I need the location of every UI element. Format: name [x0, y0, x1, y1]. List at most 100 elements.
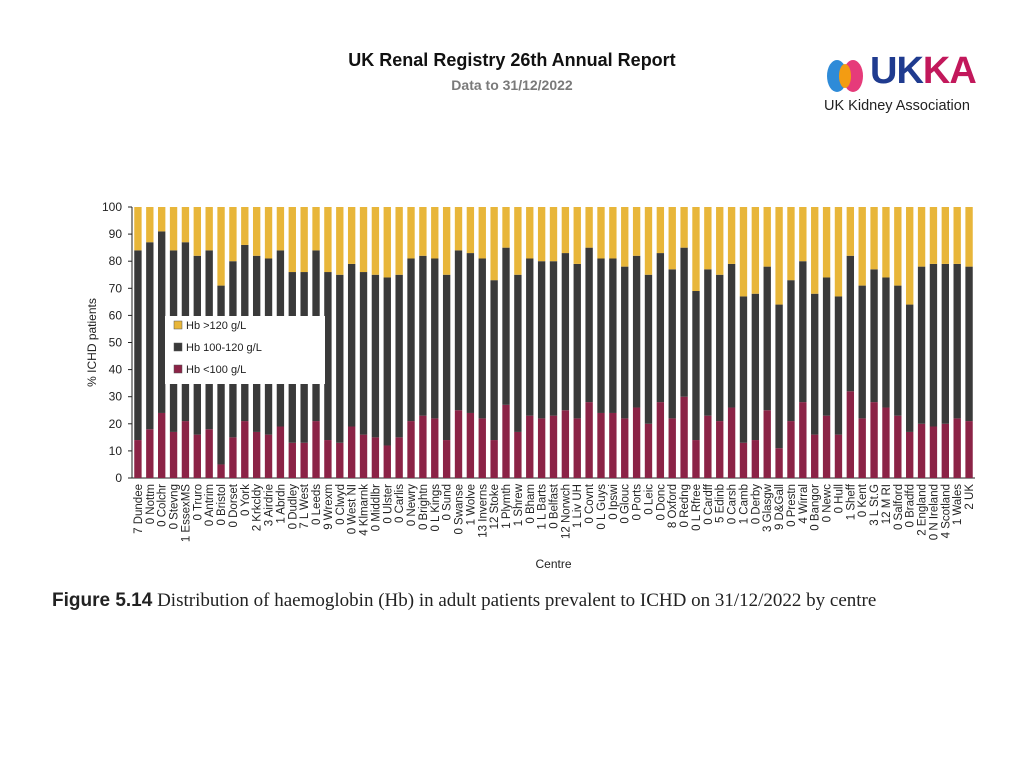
- y-axis-title: % ICHD patients: [85, 298, 99, 387]
- bar-segment-hb-100-120: [395, 274, 403, 438]
- bar-segment-hb-above-120: [336, 207, 344, 275]
- bar-segment-hb-below-100: [941, 423, 949, 478]
- bar-segment-hb-below-100: [276, 426, 285, 478]
- kidney-icon: [827, 60, 863, 92]
- bar-segment-hb-above-120: [217, 207, 225, 286]
- bar-segment-hb-above-120: [597, 207, 605, 259]
- bar-segment-hb-above-120: [787, 207, 795, 281]
- x-tick-label: 0 Dudley: [287, 484, 299, 530]
- bar-segment-hb-100-120: [502, 247, 510, 405]
- x-tick-label: 1 Wolve: [465, 484, 477, 525]
- bar-segment-hb-above-120: [585, 207, 593, 248]
- bar-segment-hb-above-120: [941, 207, 949, 264]
- bar-segment-hb-100-120: [478, 258, 486, 419]
- x-tick-label: 3 Airdrie: [264, 484, 276, 526]
- x-tick-label: 12 Norwch: [560, 484, 572, 539]
- x-tick-label: 0 L Guys: [596, 484, 608, 530]
- x-tick-label: 0 L Rfree: [691, 484, 703, 531]
- x-tick-label: 0 Swanse: [454, 484, 466, 535]
- bar-segment-hb-above-120: [668, 207, 676, 270]
- x-tick-label: 0 Bristol: [216, 484, 228, 526]
- bar-segment-hb-below-100: [716, 421, 724, 478]
- bar-segment-hb-below-100: [241, 421, 249, 478]
- x-tick-label: 0 Ports: [632, 484, 644, 521]
- bar-segment-hb-above-120: [252, 207, 261, 256]
- bar-segment-hb-above-120: [692, 207, 700, 292]
- legend-swatch: [173, 320, 183, 330]
- x-tick-label: 0 Truro: [192, 484, 204, 520]
- bar-segment-hb-100-120: [347, 263, 356, 427]
- x-tick-label: 0 Bham: [525, 484, 537, 524]
- bar-segment-hb-above-120: [169, 207, 178, 251]
- bar-segment-hb-100-120: [870, 269, 878, 403]
- bar-segment-hb-above-120: [917, 207, 926, 267]
- bar-segment-hb-100-120: [906, 304, 914, 432]
- y-tick-label: 0: [115, 471, 122, 485]
- bar-segment-hb-below-100: [644, 423, 653, 478]
- bar-segment-hb-above-120: [965, 207, 973, 267]
- x-tick-label: 9 D&Gall: [774, 484, 786, 530]
- bar-segment-hb-below-100: [395, 437, 403, 478]
- bar-segment-hb-100-120: [882, 277, 890, 408]
- bar-segment-hb-above-120: [514, 207, 522, 275]
- bar-segment-hb-above-120: [181, 207, 190, 243]
- x-tick-label: 0 Glouc: [620, 484, 632, 524]
- bar-segment-hb-below-100: [727, 407, 736, 478]
- bar-segment-hb-above-120: [739, 207, 748, 297]
- x-axis-title: Centre: [535, 557, 571, 571]
- x-tick-label: 0 Newry: [406, 484, 418, 526]
- y-tick-label: 20: [109, 417, 123, 431]
- bar-segment-hb-above-120: [549, 207, 558, 262]
- x-tick-label: 0 L Kings: [430, 484, 442, 532]
- bar-segment-hb-above-120: [656, 207, 665, 254]
- bar-segment-hb-below-100: [799, 402, 807, 478]
- bar-segment-hb-above-120: [632, 207, 641, 256]
- x-tick-label: 0 West NI: [347, 484, 359, 534]
- bar-segment-hb-below-100: [882, 407, 890, 478]
- bar-segment-hb-below-100: [692, 440, 700, 478]
- bar-segment-hb-above-120: [312, 207, 320, 251]
- bar-segment-hb-100-120: [454, 250, 463, 411]
- bar-segment-hb-100-120: [537, 261, 546, 419]
- bar-segment-hb-below-100: [181, 421, 190, 478]
- bar-segment-hb-100-120: [526, 258, 534, 416]
- bar-segment-hb-below-100: [751, 440, 760, 478]
- bar-segment-hb-above-120: [300, 207, 308, 273]
- bar-segment-hb-above-120: [324, 207, 332, 273]
- bar-segment-hb-100-120: [371, 274, 380, 438]
- bar-segment-hb-100-120: [787, 280, 795, 422]
- bar-segment-hb-100-120: [716, 274, 724, 422]
- x-tick-label: 0 Carsh: [727, 484, 739, 524]
- x-tick-label: 0 Belfast: [549, 483, 561, 529]
- bar-segment-hb-below-100: [811, 434, 819, 478]
- bar-segment-hb-100-120: [822, 277, 831, 416]
- bar-segment-hb-above-120: [158, 207, 166, 232]
- bar-segment-hb-100-120: [609, 258, 617, 413]
- x-tick-label: 1 Camb: [738, 484, 750, 524]
- bar-segment-hb-100-120: [158, 231, 166, 413]
- bar-segment-hb-below-100: [347, 426, 356, 478]
- bar-segment-hb-below-100: [704, 415, 712, 478]
- bar-segment-hb-below-100: [929, 426, 938, 478]
- bar-segment-hb-below-100: [169, 431, 178, 478]
- legend-label: Hb >120 g/L: [186, 320, 246, 332]
- x-tick-label: 4 Wirral: [798, 484, 810, 524]
- x-tick-label: 1 Wales: [952, 484, 964, 525]
- bar-segment-hb-above-120: [359, 207, 368, 273]
- bar-segment-hb-100-120: [858, 285, 866, 419]
- bar-segment-hb-below-100: [252, 431, 261, 478]
- bar-segment-hb-100-120: [621, 266, 629, 419]
- x-tick-label: 0 Prestn: [786, 484, 798, 527]
- bar-segment-hb-100-120: [407, 258, 415, 422]
- bar-segment-hb-100-120: [514, 274, 522, 432]
- bar-segment-hb-100-120: [644, 274, 653, 424]
- bar-segment-hb-below-100: [359, 434, 368, 478]
- x-tick-label: 0 Redng: [679, 484, 691, 527]
- legend-swatch: [173, 342, 183, 352]
- x-tick-label: 0 Donc: [655, 484, 667, 521]
- x-tick-label: 0 Sund: [442, 484, 454, 520]
- x-tick-label: 0 Carlis: [394, 484, 406, 523]
- bar-segment-hb-above-120: [834, 207, 843, 297]
- bar-segment-hb-100-120: [632, 255, 641, 408]
- x-tick-label: 0 Derby: [750, 484, 762, 525]
